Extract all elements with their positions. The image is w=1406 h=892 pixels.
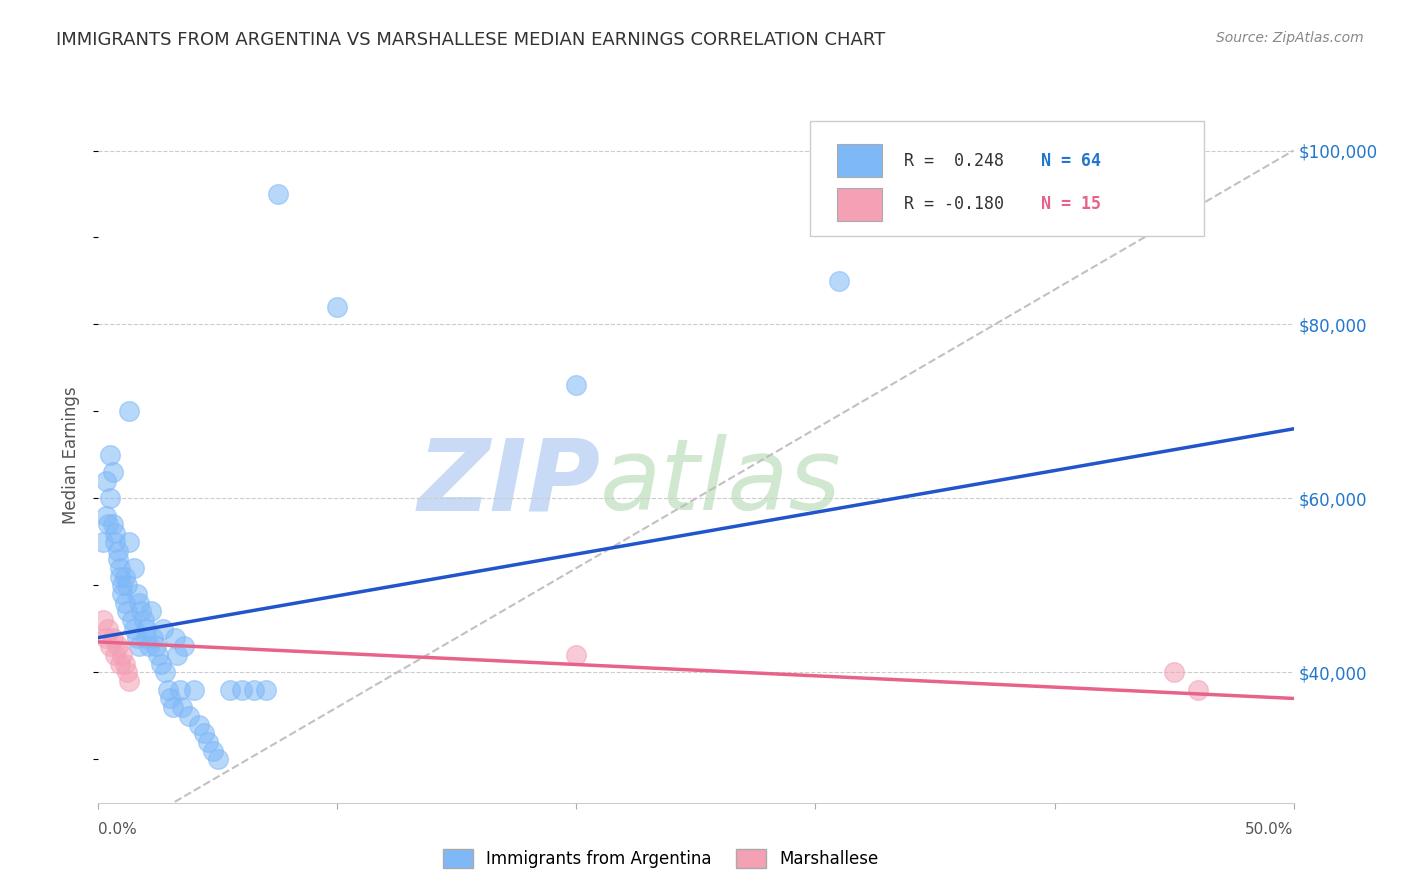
Point: [138, 639, 160, 653]
Point: [121, 613, 143, 627]
Point: [128, 639, 150, 653]
Text: IMMIGRANTS FROM ARGENTINA VS MARSHALLESE MEDIAN EARNINGS CORRELATION CHART: IMMIGRANTS FROM ARGENTINA VS MARSHALLESE…: [56, 31, 886, 49]
Point: [128, 596, 150, 610]
Point: [111, 648, 134, 662]
Point: [565, 378, 588, 392]
Point: [132, 613, 155, 627]
Point: [125, 631, 148, 645]
Point: [94, 508, 117, 523]
Point: [98, 639, 122, 653]
Point: [565, 648, 588, 662]
Point: [162, 700, 184, 714]
Point: [155, 665, 177, 680]
Point: [114, 657, 136, 671]
Point: [107, 639, 129, 653]
Point: [94, 474, 117, 488]
Point: [124, 561, 146, 575]
Point: [231, 682, 253, 697]
Point: [202, 744, 225, 758]
Point: [104, 648, 127, 662]
Point: [163, 631, 186, 645]
Point: [114, 596, 136, 610]
Point: [179, 708, 201, 723]
Point: [118, 535, 141, 549]
Text: 50.0%: 50.0%: [1246, 822, 1294, 837]
Point: [115, 578, 138, 592]
Text: N = 15: N = 15: [1042, 195, 1101, 213]
Point: [207, 752, 229, 766]
Text: 0.0%: 0.0%: [98, 822, 138, 837]
Y-axis label: Median Earnings: Median Earnings: [62, 386, 80, 524]
Point: [111, 578, 134, 592]
Point: [149, 657, 172, 671]
Point: [172, 700, 194, 714]
Point: [101, 466, 124, 480]
Point: [104, 526, 127, 541]
Point: [142, 631, 165, 645]
Point: [98, 448, 122, 462]
Point: [125, 587, 148, 601]
Text: N = 64: N = 64: [1042, 152, 1101, 169]
Legend: Immigrants from Argentina, Marshallese: Immigrants from Argentina, Marshallese: [436, 842, 886, 875]
Point: [145, 639, 167, 653]
Point: [131, 605, 153, 619]
Point: [169, 682, 191, 697]
Point: [124, 622, 146, 636]
Point: [97, 622, 120, 636]
Point: [135, 622, 157, 636]
Point: [101, 631, 124, 645]
Point: [1187, 682, 1209, 697]
Point: [254, 682, 277, 697]
Point: [91, 535, 114, 549]
Point: [219, 682, 242, 697]
Point: [107, 543, 129, 558]
Point: [115, 605, 138, 619]
FancyBboxPatch shape: [810, 121, 1204, 235]
Text: Source: ZipAtlas.com: Source: ZipAtlas.com: [1216, 31, 1364, 45]
Point: [183, 682, 205, 697]
Point: [108, 561, 131, 575]
Point: [94, 631, 117, 645]
Point: [267, 187, 290, 202]
Text: R =  0.248: R = 0.248: [904, 152, 1004, 169]
Point: [97, 517, 120, 532]
Point: [135, 631, 157, 645]
Point: [187, 717, 209, 731]
Bar: [837, 187, 883, 221]
Text: atlas: atlas: [600, 434, 842, 532]
Point: [139, 605, 162, 619]
Text: R = -0.180: R = -0.180: [904, 195, 1004, 213]
Point: [111, 587, 134, 601]
Point: [115, 665, 138, 680]
Point: [1163, 665, 1185, 680]
Point: [101, 517, 124, 532]
Point: [91, 613, 114, 627]
Point: [108, 657, 131, 671]
Point: [159, 691, 181, 706]
Point: [243, 682, 266, 697]
Point: [108, 570, 131, 584]
Point: [193, 726, 215, 740]
Point: [326, 300, 349, 314]
Point: [156, 682, 179, 697]
Point: [148, 648, 170, 662]
Bar: [837, 144, 883, 178]
Point: [118, 674, 141, 689]
Point: [114, 570, 136, 584]
Text: ZIP: ZIP: [418, 434, 600, 532]
Point: [152, 622, 174, 636]
Point: [828, 274, 851, 288]
Point: [166, 648, 188, 662]
Point: [98, 491, 122, 506]
Point: [197, 735, 219, 749]
Point: [104, 535, 127, 549]
Point: [173, 639, 195, 653]
Point: [107, 552, 129, 566]
Point: [118, 404, 141, 418]
